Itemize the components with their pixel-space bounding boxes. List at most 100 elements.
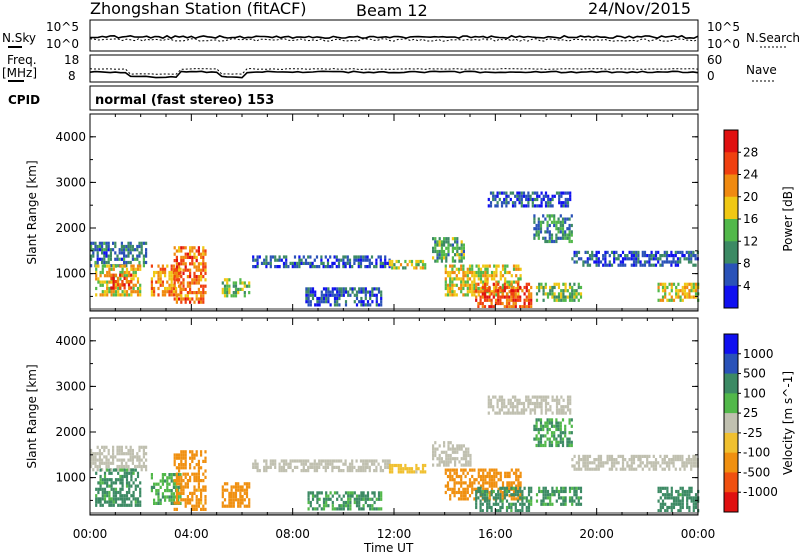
velocity-panel: 4000 3000 2000 1000 Slant Range [km] bbox=[25, 317, 700, 516]
power-echo-region bbox=[432, 237, 465, 263]
velocity-echo-region bbox=[487, 395, 572, 415]
colorbar-swatch bbox=[724, 452, 738, 473]
velocity-echo-region bbox=[173, 450, 207, 511]
x-axis-label: Time UT bbox=[363, 541, 414, 554]
colorbar-tick-label: 8 bbox=[743, 257, 751, 271]
colorbar-swatch bbox=[724, 353, 738, 375]
power-echo-region bbox=[533, 214, 573, 244]
colorbar-tick-label: 1000 bbox=[743, 347, 774, 361]
nsky-panel: N.Sky 10^5 10^0 10^5 10^0 N.Search bbox=[2, 19, 800, 52]
colorbar-tick-label: -1000 bbox=[743, 485, 778, 499]
nsearch-tick-high: 10^5 bbox=[707, 20, 740, 34]
colorbar-tick-label: -500 bbox=[743, 465, 770, 479]
y-tick-label: 1000 bbox=[55, 471, 86, 485]
colorbar-swatch bbox=[724, 241, 738, 264]
colorbar-swatch bbox=[724, 152, 738, 175]
y-axis-label: Slant Range [km] bbox=[25, 364, 39, 468]
colorbar-tick-label: -25 bbox=[743, 426, 763, 440]
time-axis-labels: 00:00 04:00 08:00 12:00 16:00 20:00 00:00 bbox=[73, 527, 716, 541]
velocity-data bbox=[90, 395, 700, 513]
y-tick-label: 3000 bbox=[55, 379, 86, 393]
colorbar-tick-label: 16 bbox=[743, 212, 758, 226]
cpid-label: CPID bbox=[8, 93, 40, 107]
colorbar-tick-label: 4 bbox=[743, 279, 751, 293]
velocity-echo-region bbox=[475, 486, 533, 513]
power-echo-region bbox=[487, 191, 572, 208]
colorbar-swatch bbox=[724, 263, 738, 287]
nsearch-trace bbox=[89, 38, 699, 42]
y-tick-label: 1000 bbox=[55, 267, 86, 281]
colorbar-tick-label: 24 bbox=[743, 168, 758, 182]
power-echo-region bbox=[475, 282, 533, 309]
nsky-tick-low: 10^0 bbox=[46, 37, 79, 51]
power-echo-region bbox=[221, 278, 251, 298]
colorbar-swatch bbox=[724, 432, 738, 454]
y-tick-label: 4000 bbox=[55, 130, 86, 144]
velocity-echo-region bbox=[657, 486, 700, 513]
power-panel: 4000 3000 2000 1000 Slant Range [km] bbox=[25, 113, 700, 312]
x-tick-label: 00:00 bbox=[73, 527, 108, 541]
colorbar-swatch bbox=[724, 413, 738, 434]
velocity-echo-region bbox=[221, 482, 251, 508]
power-echo-region bbox=[388, 259, 427, 270]
x-tick-label: 04:00 bbox=[174, 527, 209, 541]
power-data bbox=[90, 191, 700, 309]
power-echo-region bbox=[173, 246, 207, 304]
colorbar-tick-label: 25 bbox=[743, 406, 758, 420]
nave-tick-low: 0 bbox=[707, 69, 715, 83]
colorbar-swatch bbox=[724, 492, 738, 513]
x-tick-label: 08:00 bbox=[275, 527, 310, 541]
cpid-text: normal (fast stereo) 153 bbox=[95, 93, 274, 108]
colorbar-tick-label: 100 bbox=[743, 386, 766, 400]
x-tick-label: 16:00 bbox=[478, 527, 513, 541]
velocity-echo-region bbox=[150, 473, 182, 505]
nsky-trace bbox=[89, 34, 699, 40]
colorbar-tick-label: 500 bbox=[743, 367, 766, 381]
date-title: 24/Nov/2015 bbox=[588, 0, 691, 18]
colorbar-swatch bbox=[724, 219, 738, 242]
colorbar-swatch bbox=[724, 174, 738, 198]
velocity-echo-region bbox=[307, 491, 383, 511]
velocity-echo-region bbox=[533, 418, 573, 448]
power-echo-region bbox=[535, 282, 583, 302]
nave-label: Nave bbox=[746, 63, 777, 77]
velocity-echo-region bbox=[432, 441, 472, 467]
colorbar-swatch bbox=[724, 285, 738, 309]
colorbar-label: Velocity [m s^-1] bbox=[781, 371, 795, 475]
nsky-tick-high: 10^5 bbox=[46, 20, 79, 34]
nsearch-label: N.Search bbox=[746, 31, 800, 45]
colorbar-swatch bbox=[724, 393, 738, 414]
x-tick-label: 00:00 bbox=[681, 527, 716, 541]
freq-label: Freq. bbox=[7, 53, 37, 67]
x-tick-label: 12:00 bbox=[377, 527, 412, 541]
station-title: Zhongshan Station (fitACF) bbox=[90, 0, 307, 18]
beam-title: Beam 12 bbox=[356, 1, 428, 20]
velocity-echo-region bbox=[535, 486, 583, 506]
power-echo-region bbox=[252, 255, 391, 269]
nave-tick-high: 60 bbox=[707, 53, 722, 67]
power-echo-region bbox=[571, 250, 699, 267]
x-tick-label: 20:00 bbox=[579, 527, 614, 541]
freq-trace bbox=[89, 70, 699, 79]
colorbar-tick-label: 20 bbox=[743, 190, 758, 204]
freq-tick-low: 8 bbox=[68, 69, 76, 83]
cpid-panel: CPID normal (fast stereo) 153 bbox=[8, 85, 699, 111]
freq-tick-high: 18 bbox=[64, 53, 79, 67]
colorbar-swatch bbox=[724, 472, 738, 493]
y-tick-label: 2000 bbox=[55, 425, 86, 439]
velocity-echo-region bbox=[388, 463, 427, 474]
nsearch-tick-low: 10^0 bbox=[707, 37, 740, 51]
y-tick-label: 4000 bbox=[55, 334, 86, 348]
freq-unit-label: [MHz] bbox=[2, 66, 37, 80]
colorbar-swatch bbox=[724, 334, 738, 355]
power-echo-region bbox=[305, 287, 383, 307]
power-echo-region bbox=[110, 273, 133, 290]
y-tick-label: 3000 bbox=[55, 175, 86, 189]
colorbar-swatch bbox=[724, 130, 738, 153]
colorbar-label: Power [dB] bbox=[781, 186, 795, 251]
power-colorbar: 28 24 20 16 12 8 4 Power [dB] bbox=[723, 129, 795, 309]
colorbar-swatch bbox=[724, 373, 738, 394]
colorbar-tick-label: 12 bbox=[743, 234, 758, 248]
